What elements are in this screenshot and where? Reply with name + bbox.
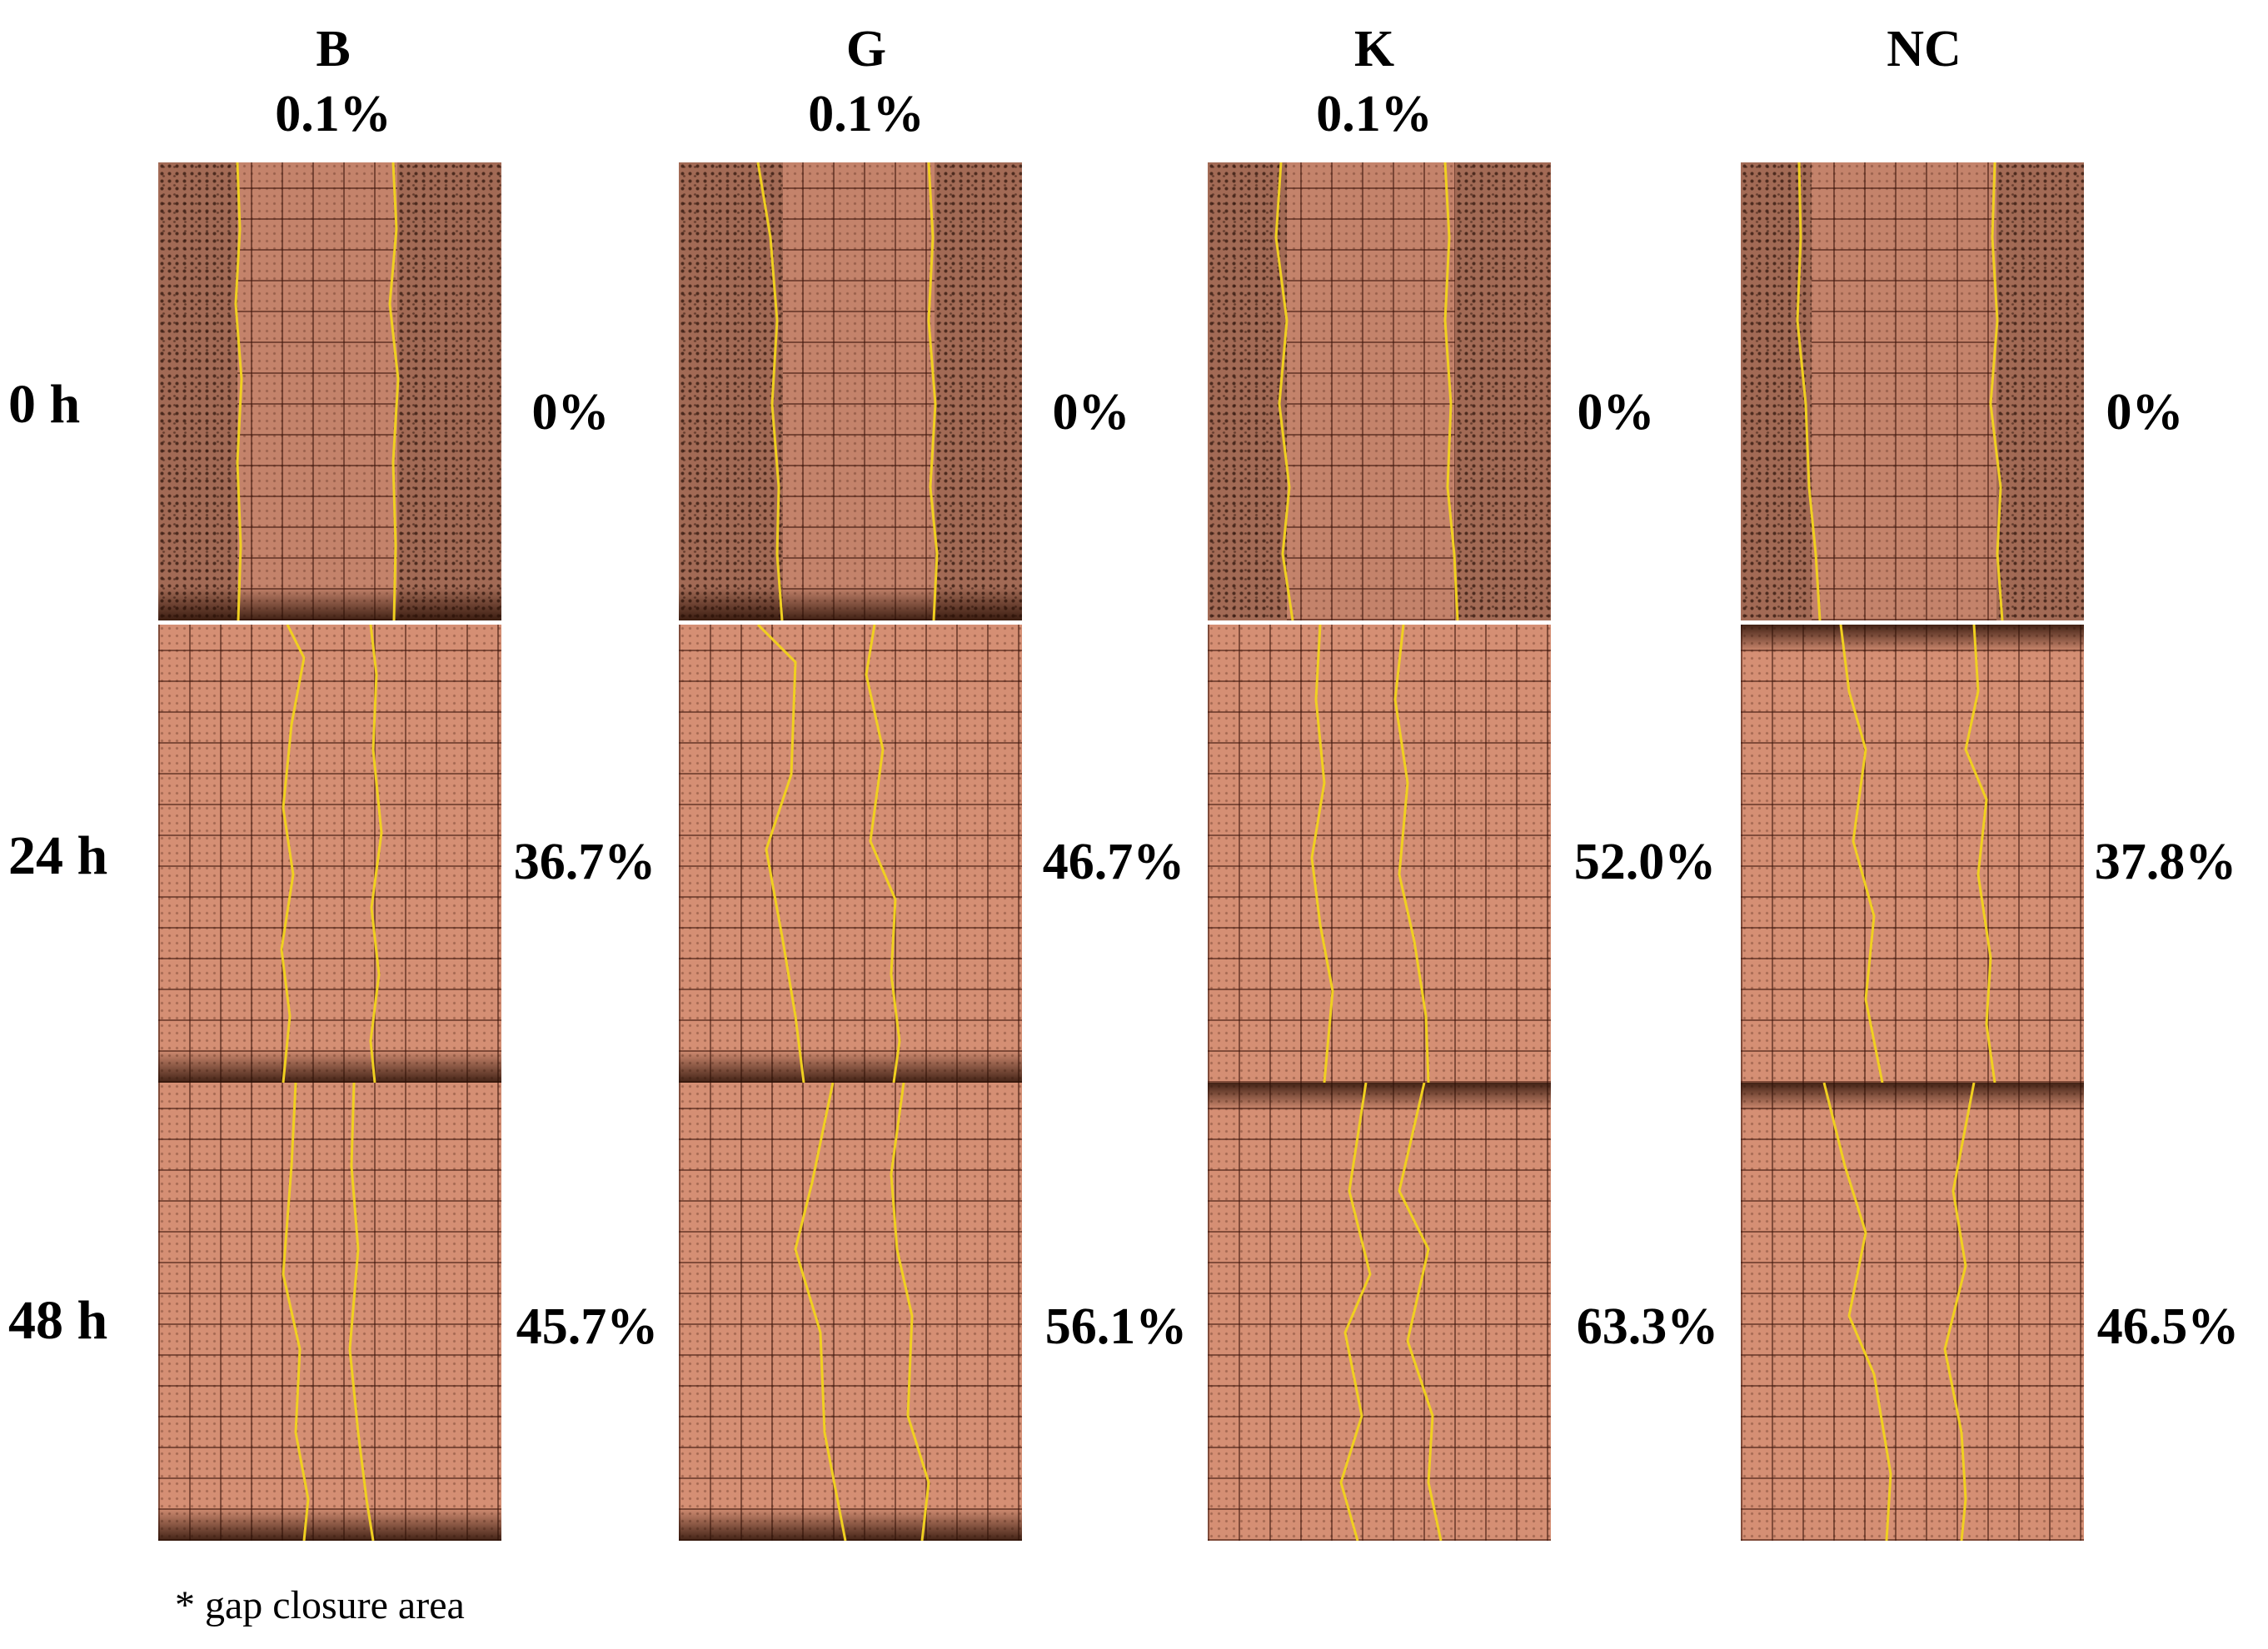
closure-nc-48h: 46.5%	[2096, 1298, 2240, 1355]
micrograph-nc-24h	[1741, 625, 2084, 1083]
column-concentration: 0.1%	[808, 86, 925, 142]
closure-nc-24h: 37.8%	[2094, 834, 2237, 890]
closure-b-24h: 36.7%	[513, 834, 656, 890]
column-name: G	[845, 21, 887, 77]
micrograph-g-48h	[679, 1083, 1022, 1541]
column-header-k: K 0.1%	[1199, 17, 1549, 147]
footnote: * gap closure area	[175, 1583, 465, 1627]
closure-b-48h: 45.7%	[516, 1298, 659, 1355]
row-label-24h: 24 h	[8, 825, 108, 886]
micrograph-k-24h	[1208, 625, 1551, 1083]
column-name: NC	[1887, 21, 1961, 77]
column-header-b: B 0.1%	[158, 17, 508, 147]
row-label-48h: 48 h	[8, 1290, 108, 1351]
micrograph-b-48h	[158, 1083, 501, 1541]
micrograph-g-24h	[679, 625, 1022, 1083]
micrograph-k-0h	[1208, 162, 1551, 620]
column-name: K	[1353, 21, 1395, 77]
closure-g-48h: 56.1%	[1044, 1298, 1188, 1355]
column-concentration: 0.1%	[1316, 86, 1433, 142]
closure-b-0h: 0%	[531, 384, 610, 441]
closure-k-0h: 0%	[1577, 384, 1655, 441]
micrograph-b-24h	[158, 625, 501, 1083]
column-concentration: 0.1%	[275, 86, 391, 142]
micrograph-k-48h	[1208, 1083, 1551, 1541]
row-label-0h: 0 h	[8, 374, 81, 435]
closure-g-24h: 46.7%	[1042, 834, 1185, 890]
closure-nc-0h: 0%	[2106, 384, 2184, 441]
column-header-nc: NC	[1749, 17, 2099, 82]
closure-k-48h: 63.3%	[1576, 1298, 1719, 1355]
column-header-g: G 0.1%	[691, 17, 1041, 147]
micrograph-b-0h	[158, 162, 501, 620]
closure-g-0h: 0%	[1052, 384, 1130, 441]
column-name: B	[316, 21, 351, 77]
micrograph-nc-0h	[1741, 162, 2084, 620]
closure-k-24h: 52.0%	[1573, 834, 1717, 890]
micrograph-nc-48h	[1741, 1083, 2084, 1541]
micrograph-g-0h	[679, 162, 1022, 620]
